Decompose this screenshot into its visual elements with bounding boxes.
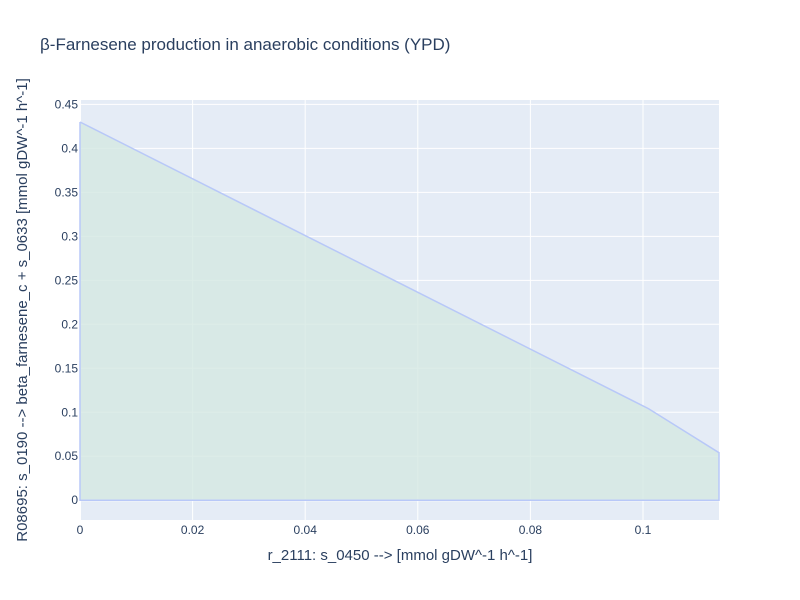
- x-tick-label: 0.04: [294, 523, 318, 537]
- feasible-region-fill: [80, 121, 719, 501]
- chart-title: β-Farnesene production in anaerobic cond…: [40, 35, 450, 54]
- y-tick-label: 0.3: [61, 229, 78, 243]
- y-tick-label: 0.15: [55, 361, 79, 375]
- y-axis-ticks: 0 0.05 0.1 0.15 0.2 0.25 0.3 0.35 0.4 0.45: [55, 97, 79, 507]
- y-tick-label: 0.2: [61, 317, 78, 331]
- y-axis-title: R08695: s_0190 --> beta_farnesene_c + s_…: [14, 78, 31, 542]
- y-tick-label: 0: [71, 493, 78, 507]
- x-tick-label: 0.06: [406, 523, 430, 537]
- x-tick-label: 0.1: [635, 523, 652, 537]
- x-axis-ticks: 0 0.02 0.04 0.06 0.08 0.1: [77, 523, 652, 537]
- chart-marks: [79, 121, 720, 501]
- feasible-region-outline: [79, 121, 720, 501]
- x-axis-title: r_2111: s_0450 --> [mmol gDW^-1 h^-1]: [268, 547, 533, 564]
- x-tick-label: 0: [77, 523, 84, 537]
- y-tick-label: 0.05: [55, 449, 79, 463]
- y-tick-label: 0.25: [55, 273, 79, 287]
- y-tick-label: 0.45: [55, 97, 79, 111]
- y-tick-label: 0.1: [61, 405, 78, 419]
- y-tick-label: 0.35: [55, 185, 79, 199]
- y-tick-label: 0.4: [61, 141, 78, 155]
- x-tick-label: 0.02: [181, 523, 205, 537]
- x-tick-label: 0.08: [519, 523, 543, 537]
